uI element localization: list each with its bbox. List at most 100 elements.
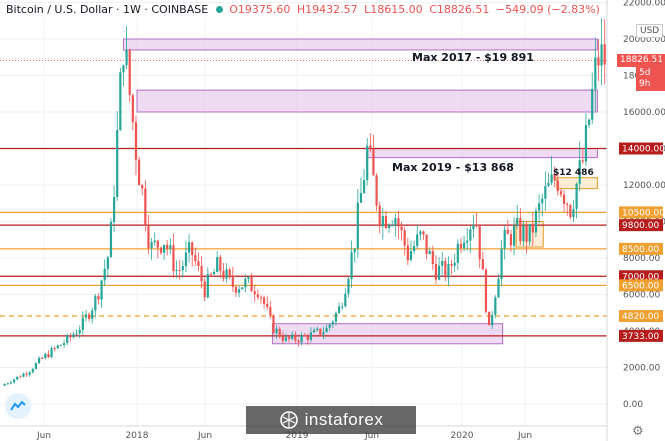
candle-body bbox=[447, 264, 450, 278]
candle-body bbox=[531, 224, 534, 233]
candle bbox=[300, 332, 303, 345]
candle-body bbox=[359, 192, 363, 203]
candle bbox=[216, 251, 219, 273]
candle bbox=[297, 338, 300, 347]
candle bbox=[72, 331, 75, 339]
candle-body bbox=[256, 294, 259, 298]
candle-body bbox=[544, 186, 547, 199]
candle-body bbox=[403, 230, 406, 246]
candle-body bbox=[316, 328, 319, 331]
candle bbox=[153, 232, 156, 246]
candle bbox=[91, 307, 94, 324]
candle bbox=[581, 147, 584, 165]
candle bbox=[334, 311, 338, 326]
candle-body bbox=[391, 225, 394, 227]
candle bbox=[603, 19, 606, 85]
candle bbox=[556, 174, 559, 196]
candle bbox=[456, 239, 459, 270]
candle-body bbox=[59, 344, 63, 346]
candle-body bbox=[462, 242, 466, 249]
candle bbox=[522, 220, 525, 247]
tradingview-logo-icon[interactable] bbox=[5, 393, 31, 419]
candle bbox=[341, 302, 344, 311]
candle-body bbox=[119, 72, 122, 131]
candle-body bbox=[209, 274, 213, 276]
candle bbox=[303, 333, 306, 337]
candle-body bbox=[128, 50, 131, 96]
candle-body bbox=[166, 244, 169, 249]
candle bbox=[225, 262, 228, 283]
y-tick-label: 2000.00 bbox=[623, 364, 660, 374]
annotation-label: $12 486 bbox=[553, 168, 594, 178]
candle-body bbox=[91, 310, 94, 319]
candle bbox=[144, 180, 147, 232]
candle bbox=[462, 235, 466, 252]
candle bbox=[328, 323, 331, 331]
candle-body bbox=[322, 332, 325, 335]
candle-body bbox=[34, 363, 38, 370]
candle-body bbox=[553, 174, 556, 181]
candle bbox=[562, 189, 566, 212]
candle bbox=[131, 93, 134, 131]
candle-body bbox=[266, 303, 269, 307]
candle bbox=[569, 203, 572, 220]
candle bbox=[484, 267, 488, 314]
candle bbox=[450, 259, 453, 275]
y-tick-label: 20000.00 bbox=[623, 35, 665, 45]
level-labels: 14000.00 10500.00 9800.00 8500.00 7000.00650… bbox=[619, 142, 665, 342]
candle bbox=[266, 296, 269, 310]
candle bbox=[178, 259, 181, 280]
candle-body bbox=[419, 231, 422, 235]
candle-body bbox=[219, 257, 222, 271]
open-value: O19375.60 bbox=[229, 3, 291, 16]
candle bbox=[391, 220, 394, 227]
candle bbox=[134, 115, 138, 176]
ohlc-values: O19375.60 H19432.57 L18615.00 C18826.51 … bbox=[229, 3, 603, 16]
candle bbox=[284, 333, 288, 343]
candle bbox=[231, 266, 234, 293]
candle bbox=[47, 350, 50, 359]
symbol-title[interactable]: Bitcoin / U.S. Dollar · 1W · COINBASE bbox=[6, 3, 209, 16]
candle-body bbox=[241, 287, 244, 290]
candle bbox=[228, 267, 231, 280]
candle-body bbox=[341, 306, 344, 308]
y-tick-label: 22000.00 bbox=[623, 0, 665, 9]
change-value: −549.09 (−2.83%) bbox=[495, 3, 600, 16]
candle-body bbox=[312, 330, 316, 333]
candle-body bbox=[394, 218, 397, 226]
candle-body bbox=[375, 175, 378, 206]
candle-body bbox=[431, 251, 434, 264]
candle bbox=[272, 314, 275, 335]
candle-body bbox=[425, 234, 428, 255]
candle-body bbox=[562, 194, 566, 204]
candle-body bbox=[434, 263, 438, 280]
market-status-icon bbox=[216, 6, 224, 13]
candle bbox=[347, 275, 350, 298]
candle bbox=[287, 336, 291, 343]
candle bbox=[175, 260, 178, 279]
candle-body bbox=[169, 245, 172, 249]
candle bbox=[12, 378, 16, 384]
candle-body bbox=[75, 333, 78, 335]
candle-body bbox=[9, 382, 13, 384]
candle-body bbox=[481, 259, 484, 270]
x-tick-label: Jun bbox=[517, 431, 532, 441]
candle bbox=[59, 344, 63, 346]
candle bbox=[537, 194, 541, 224]
candle-body bbox=[269, 306, 272, 316]
candle bbox=[550, 156, 553, 186]
candle bbox=[25, 371, 28, 377]
gear-icon[interactable]: ⚙ bbox=[632, 424, 644, 439]
candle-body bbox=[162, 244, 166, 253]
candle-body bbox=[600, 44, 603, 66]
candle bbox=[319, 328, 322, 337]
candle-body bbox=[94, 296, 97, 311]
candle-body bbox=[534, 210, 538, 233]
currency-badge[interactable]: USD bbox=[636, 24, 664, 38]
annotation-label: Max 2019 - $13 868 bbox=[392, 161, 514, 174]
bar-countdown-value: 5d 9h bbox=[639, 68, 651, 90]
candle-body bbox=[28, 372, 31, 375]
candle bbox=[191, 241, 194, 267]
candle bbox=[122, 64, 125, 87]
